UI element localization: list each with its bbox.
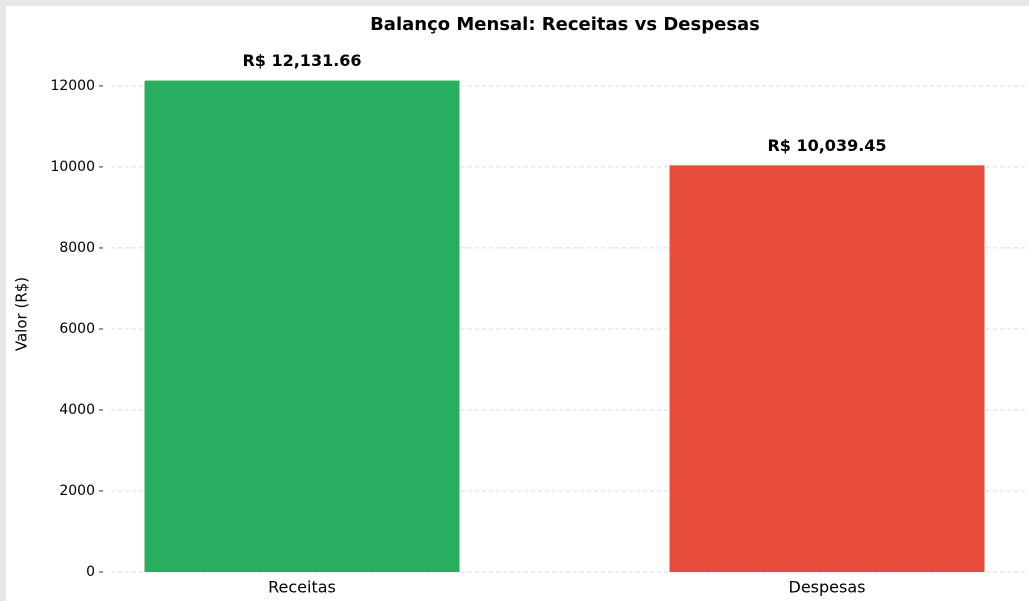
y-tick-label: 2000 [59,483,95,499]
x-tick-label: Despesas [789,578,866,597]
x-tick-label: Receitas [268,578,336,597]
bar [144,80,460,573]
y-tick-label: 0 [86,564,95,580]
y-tick-label: 4000 [59,402,95,418]
value-label: R$ 12,131.66 [242,51,361,70]
y-tick-label: 12000 [50,78,95,94]
y-tick-label: 10000 [50,159,95,175]
bar [669,165,985,572]
chart-title: Balanço Mensal: Receitas vs Despesas [370,14,760,35]
y-axis-label: Valor (R$) [13,277,31,351]
y-tick-label: 6000 [59,321,95,337]
y-tick-label: 8000 [59,240,95,256]
value-label: R$ 10,039.45 [767,136,886,155]
